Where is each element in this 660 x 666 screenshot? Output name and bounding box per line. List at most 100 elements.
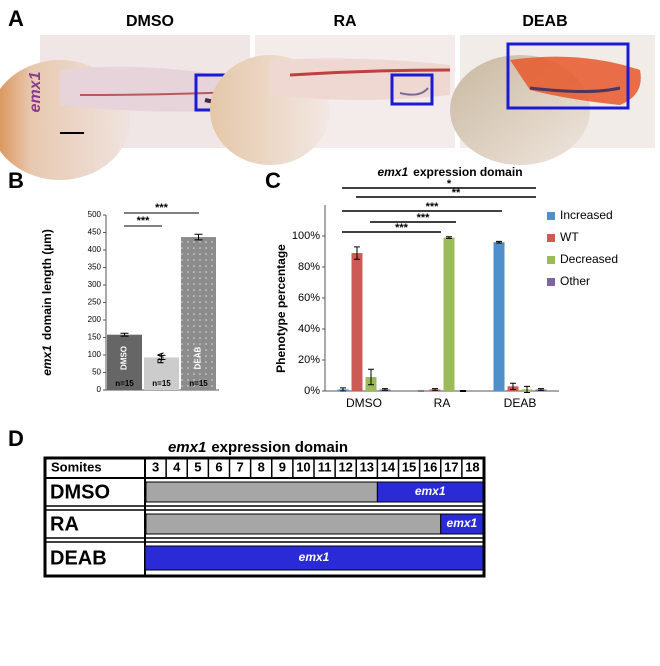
panel-label: A	[8, 6, 24, 31]
emx1-label: emx1	[447, 516, 478, 530]
error-bar	[382, 388, 388, 391]
legend-label: Other	[560, 274, 590, 288]
row-label: DMSO	[50, 481, 110, 503]
bar	[107, 334, 142, 390]
condition-label: DMSO	[126, 13, 174, 30]
emx1-domain	[440, 513, 484, 535]
row-label: RA	[50, 513, 79, 535]
somite-number: 15	[402, 459, 416, 474]
somite-number: 17	[444, 459, 458, 474]
highlight-box	[390, 73, 434, 106]
error-bar	[460, 390, 466, 392]
y-tick-label: 350	[88, 263, 102, 272]
x-tick-label: RA	[434, 396, 451, 410]
label-text: domain length (µm)	[40, 229, 54, 340]
significance-label: ***	[417, 212, 431, 224]
emx1-label: emx1	[415, 484, 446, 498]
n-label: n=15	[152, 379, 171, 388]
condition-label: DEAB	[522, 13, 567, 30]
y-tick-label: 100%	[292, 230, 320, 242]
y-tick-label: 20%	[298, 354, 320, 366]
row-label: DEAB	[50, 547, 107, 569]
n-label: n=15	[115, 379, 134, 388]
y-axis-label: Phenotype percentage	[274, 244, 288, 373]
gene-name: emx1	[40, 345, 54, 376]
table-border	[43, 456, 486, 578]
legend-swatch	[547, 212, 555, 220]
bar	[443, 237, 455, 391]
table-title: emx1 expression domain	[168, 439, 348, 456]
condition-label: RA	[333, 13, 357, 30]
panel-label: B	[8, 168, 24, 193]
y-tick-label: 80%	[298, 261, 320, 273]
bar	[351, 253, 363, 391]
y-tick-label: 200	[88, 315, 102, 324]
bar	[181, 237, 216, 390]
error-bar	[496, 240, 502, 244]
gray-domain	[145, 513, 442, 535]
stain	[529, 86, 621, 93]
y-tick-label: 400	[88, 245, 102, 254]
significance-label: ***	[426, 201, 440, 213]
somite-number: 13	[360, 459, 374, 474]
somite-number: 4	[173, 459, 181, 474]
somite-number: 11	[318, 459, 332, 474]
somite-number: 10	[296, 459, 310, 474]
error-bar	[446, 236, 452, 239]
somite-number: 18	[465, 459, 479, 474]
legend-swatch	[547, 256, 555, 264]
y-tick-label: 450	[88, 228, 102, 237]
bar	[144, 357, 179, 390]
somite-number: 12	[338, 459, 352, 474]
significance-label: ***	[155, 202, 169, 214]
y-axis-label: emx1 domain length (µm)	[40, 229, 54, 376]
legend-label: Decreased	[560, 252, 618, 266]
legend-swatch	[547, 234, 555, 242]
significance-label: ***	[395, 222, 409, 234]
highlight-box	[506, 42, 630, 110]
panel-d-table	[43, 456, 486, 578]
tail	[60, 66, 245, 112]
somite-number: 6	[215, 459, 222, 474]
y-tick-label: 40%	[298, 323, 320, 335]
somite-number: 14	[381, 459, 396, 474]
error-bar	[194, 233, 203, 241]
y-tick-label: 60%	[298, 292, 320, 304]
y-tick-label: 100	[88, 350, 102, 359]
emx1-domain	[376, 481, 484, 503]
somite-number: 7	[236, 459, 243, 474]
x-tick-label: DEAB	[504, 396, 537, 410]
chart-title: emx1 expression domain	[377, 165, 522, 179]
tail	[510, 56, 641, 105]
significance-label: ***	[137, 215, 151, 227]
emx1-label: emx1	[299, 550, 330, 564]
category-label: RA	[157, 352, 166, 364]
gene-label: emx1	[27, 71, 44, 112]
somite-number: 5	[194, 459, 201, 474]
significance-label: **	[452, 187, 461, 199]
label-text: expression domain	[211, 439, 348, 456]
n-label: n=15	[189, 379, 208, 388]
vessel	[289, 68, 451, 77]
error-bar	[524, 385, 530, 394]
error-bar	[432, 388, 438, 391]
error-bar	[157, 354, 166, 361]
tail	[270, 58, 450, 100]
error-bar	[538, 388, 544, 391]
somite-number: 9	[279, 459, 286, 474]
error-bar	[340, 387, 346, 392]
somite-number: 8	[258, 459, 265, 474]
somite-number: 3	[152, 459, 159, 474]
error-bar	[510, 382, 516, 390]
gene-name: emx1	[377, 165, 408, 179]
stain	[399, 87, 429, 96]
y-tick-label: 150	[88, 333, 102, 342]
emx1-domain	[144, 545, 484, 571]
panel-a-images	[0, 35, 655, 180]
category-label: DMSO	[120, 346, 129, 370]
panel-label: C	[265, 168, 281, 193]
gene-name: emx1	[168, 439, 206, 456]
error-bar	[368, 368, 374, 386]
table-header: Somites	[51, 459, 102, 474]
